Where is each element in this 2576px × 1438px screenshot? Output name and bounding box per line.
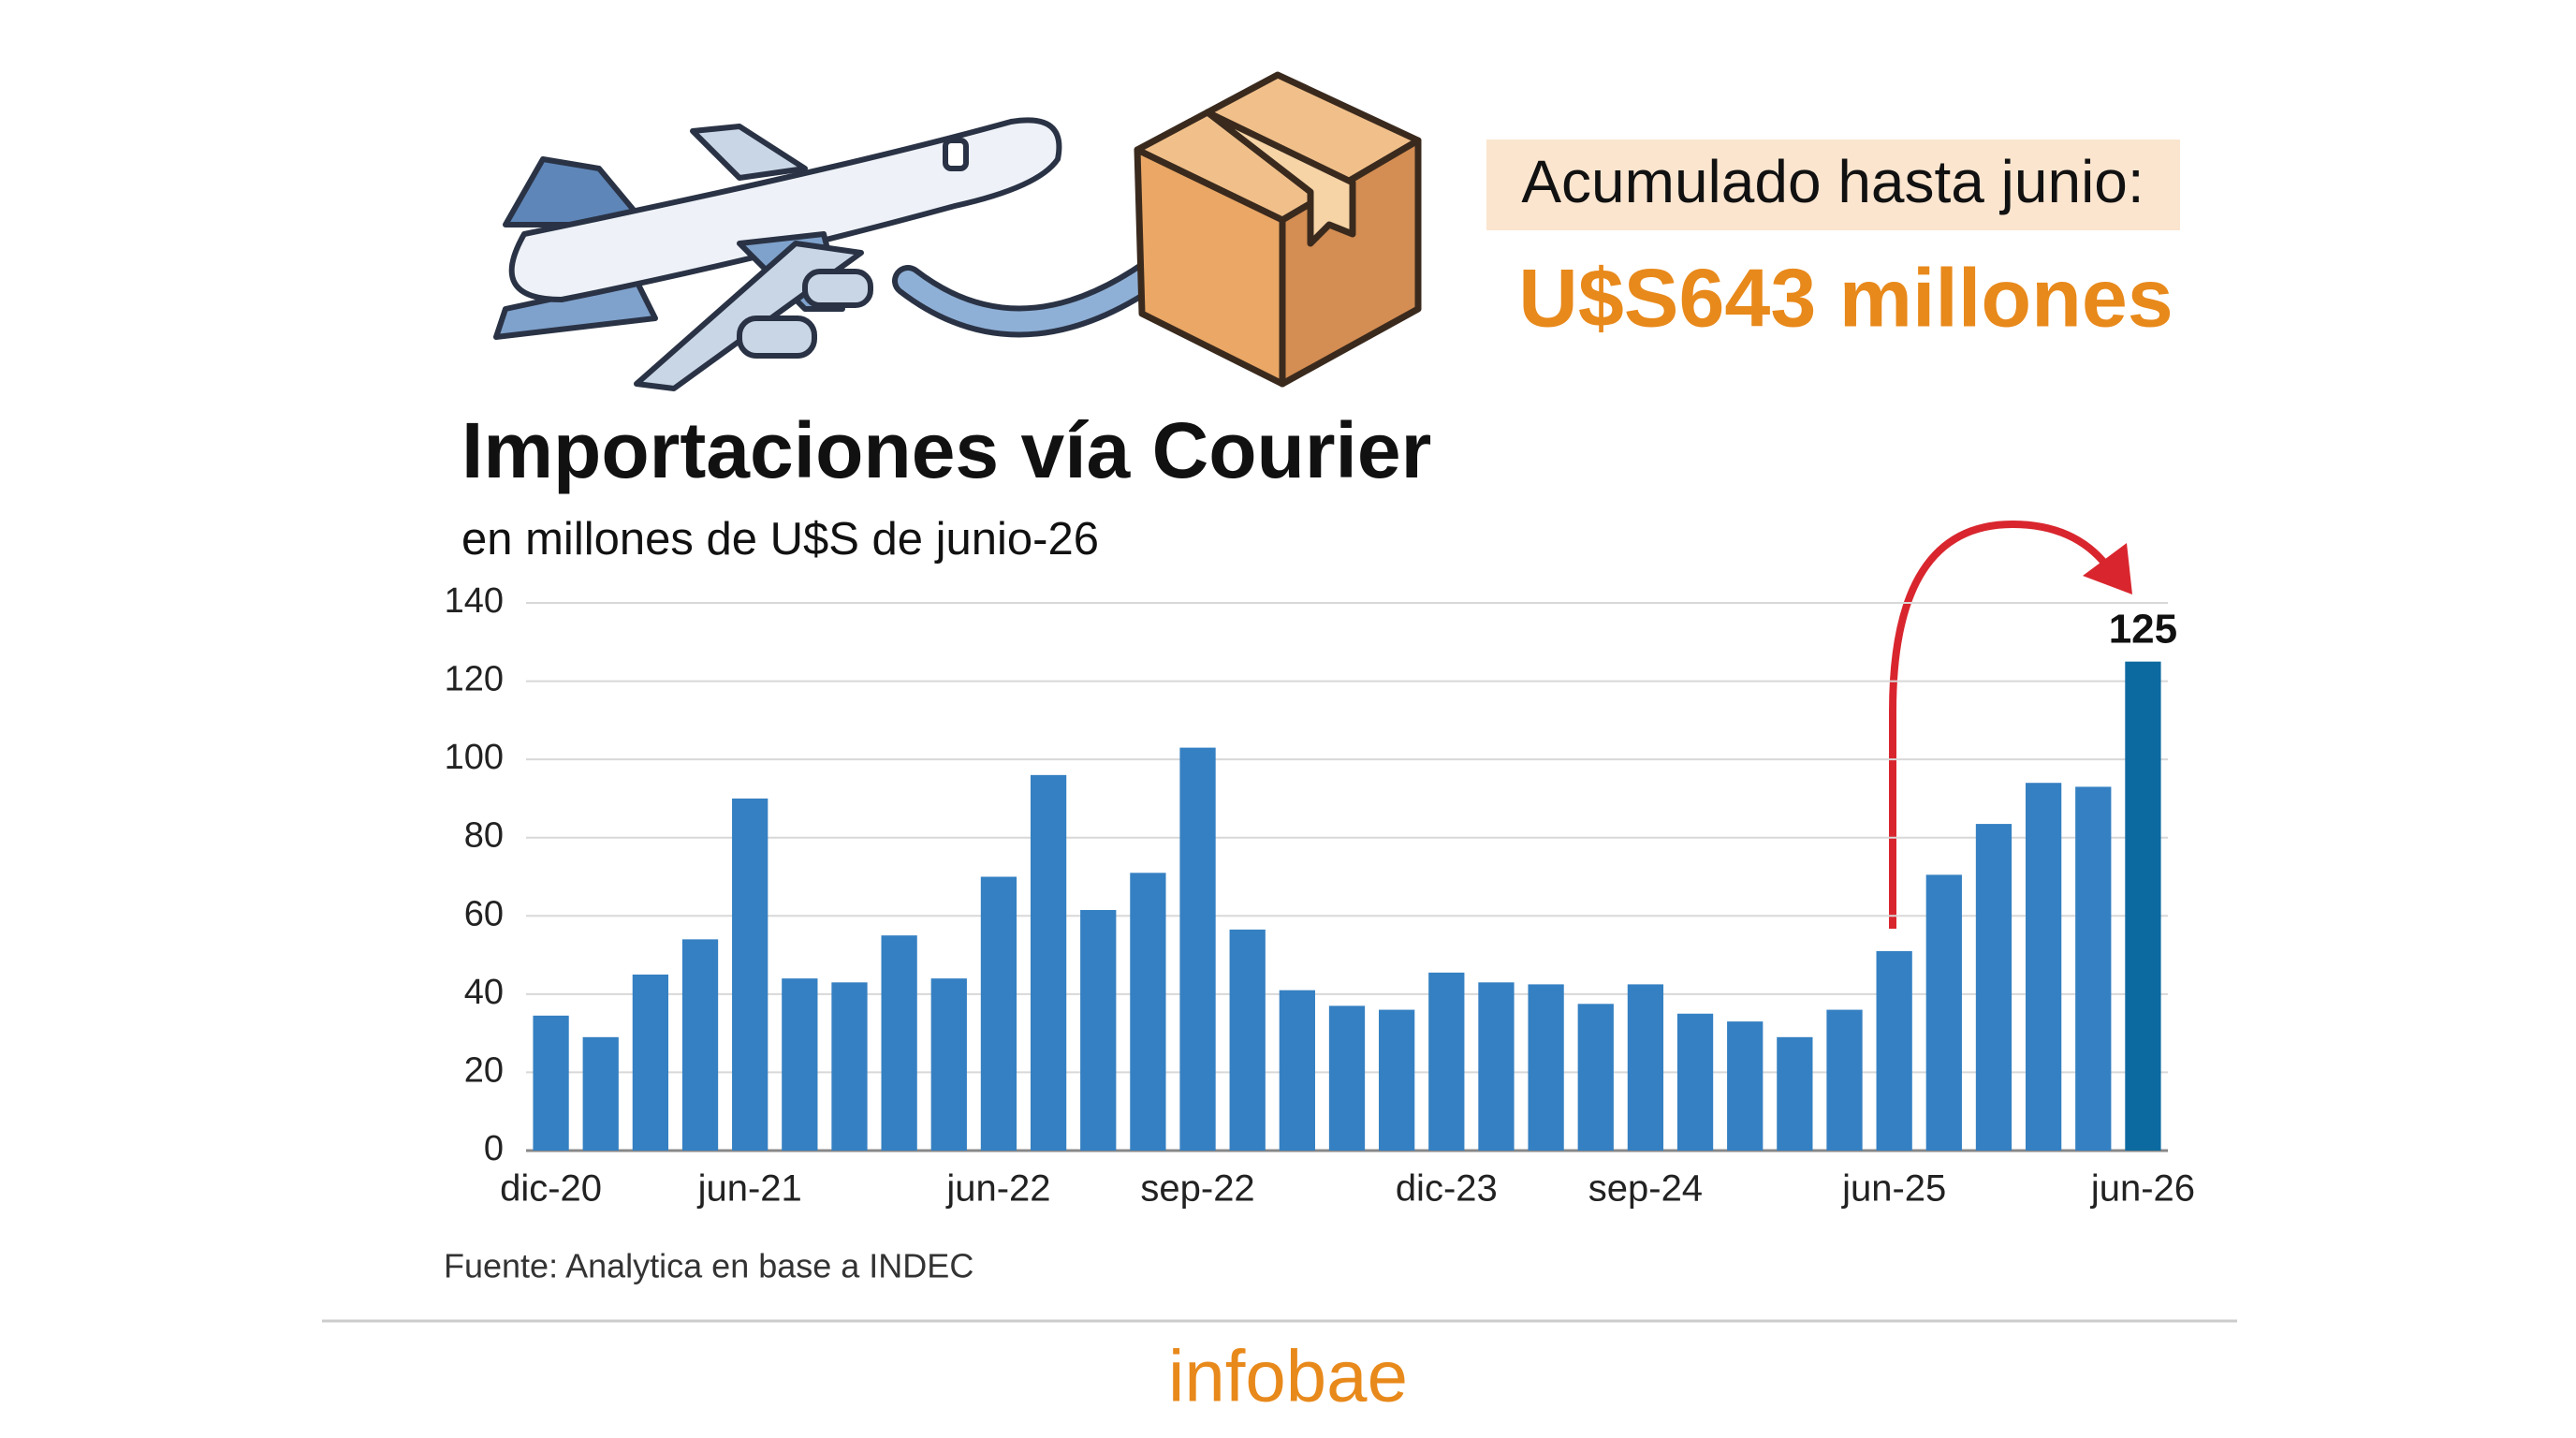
bar bbox=[1876, 950, 1912, 1151]
y-tick-label: 80 bbox=[464, 816, 504, 856]
header-label: Acumulado hasta junio: bbox=[1521, 148, 2144, 215]
x-tick-label: jun-26 bbox=[2090, 1168, 2195, 1210]
bar bbox=[1130, 873, 1166, 1151]
x-tick-label: jun-25 bbox=[1841, 1168, 1946, 1210]
brand-logo: infobae bbox=[1168, 1335, 1408, 1417]
bar bbox=[1925, 874, 1962, 1151]
bar bbox=[1478, 982, 1515, 1151]
chart-title: Importaciones vía Courier bbox=[461, 406, 1431, 494]
highlight-arrow-head bbox=[2083, 543, 2132, 594]
bar bbox=[1229, 929, 1266, 1151]
bar bbox=[2075, 786, 2112, 1151]
bar bbox=[1080, 910, 1117, 1151]
bar bbox=[831, 982, 868, 1151]
y-tick-label: 140 bbox=[445, 581, 504, 621]
highlight-arrow bbox=[1889, 520, 2115, 929]
bar bbox=[1379, 1009, 1415, 1151]
bar bbox=[1727, 1021, 1764, 1151]
bar bbox=[1777, 1036, 1813, 1151]
bar bbox=[2125, 661, 2161, 1151]
bar bbox=[1627, 984, 1664, 1151]
airplane-icon bbox=[493, 117, 1062, 391]
x-tick-label: dic-23 bbox=[1396, 1168, 1498, 1210]
y-tick-label: 0 bbox=[484, 1129, 504, 1168]
x-tick-label: sep-22 bbox=[1140, 1168, 1254, 1210]
y-tick-label: 20 bbox=[464, 1050, 504, 1090]
x-tick-label: jun-22 bbox=[945, 1168, 1050, 1210]
bar bbox=[930, 978, 967, 1151]
bar bbox=[1577, 1004, 1614, 1151]
box-icon bbox=[1134, 71, 1422, 388]
bar bbox=[533, 1015, 569, 1151]
bar bbox=[782, 978, 818, 1151]
bar bbox=[881, 935, 917, 1151]
header-value: U$S643 millones bbox=[1518, 251, 2173, 344]
plot: 0 20 40 60 80 100 120 140 dic-20 jun-21 jun-22 sep-… bbox=[445, 581, 2195, 1210]
bar bbox=[1975, 824, 2012, 1151]
bar bbox=[1528, 984, 1564, 1151]
bar bbox=[1676, 1013, 1714, 1151]
header-label-box bbox=[1486, 139, 2180, 230]
x-tick-label: sep-24 bbox=[1588, 1168, 1703, 1210]
data-label: 125 bbox=[2109, 606, 2177, 652]
bar bbox=[632, 974, 669, 1151]
bar bbox=[732, 798, 768, 1151]
bar bbox=[2025, 783, 2062, 1151]
x-tick-label: jun-21 bbox=[697, 1168, 802, 1210]
bar bbox=[582, 1036, 619, 1151]
chart-subtitle: en millones de U$S de junio-26 bbox=[461, 514, 1099, 565]
bar bbox=[1826, 1009, 1863, 1151]
source-note: Fuente: Analytica en base a INDEC bbox=[444, 1247, 973, 1285]
bar bbox=[1428, 972, 1465, 1151]
y-tick-label: 60 bbox=[464, 894, 504, 933]
y-tick-label: 40 bbox=[464, 973, 504, 1012]
bar bbox=[1030, 774, 1067, 1151]
bar bbox=[681, 939, 719, 1151]
bar bbox=[1328, 1005, 1366, 1151]
y-tick-label: 100 bbox=[445, 738, 504, 777]
x-tick-label: dic-20 bbox=[500, 1168, 602, 1210]
bar bbox=[1179, 747, 1216, 1151]
bar bbox=[1279, 990, 1315, 1151]
bar bbox=[980, 876, 1017, 1151]
y-tick-label: 120 bbox=[445, 660, 504, 699]
